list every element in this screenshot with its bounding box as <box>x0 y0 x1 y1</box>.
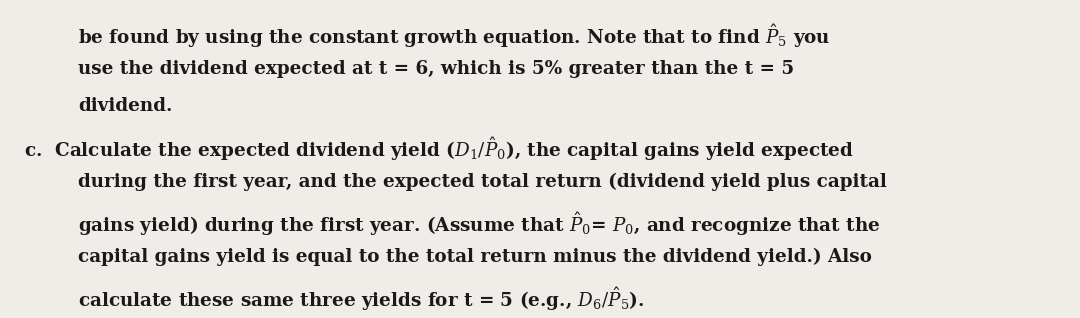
Text: use the dividend expected at t = 6, which is 5% greater than the t = 5: use the dividend expected at t = 6, whic… <box>78 60 794 78</box>
Text: gains yield) during the first year. (Assume that $\hat{P}_0$= $P_0$, and recogni: gains yield) during the first year. (Ass… <box>78 210 880 238</box>
Text: calculate these same three yields for t = 5 (e.g., $D_6/\hat{P}_5$).: calculate these same three yields for t … <box>78 285 644 313</box>
Text: dividend.: dividend. <box>78 97 172 115</box>
Text: during the first year, and the expected total return (dividend yield plus capita: during the first year, and the expected … <box>78 172 887 190</box>
Text: capital gains yield is equal to the total return minus the dividend yield.) Also: capital gains yield is equal to the tota… <box>78 247 872 266</box>
Text: c.  Calculate the expected dividend yield ($D_1/\hat{P}_0$), the capital gains y: c. Calculate the expected dividend yield… <box>24 135 853 162</box>
Text: be found by using the constant growth equation. Note that to find $\hat{P}_5$ yo: be found by using the constant growth eq… <box>78 22 831 50</box>
